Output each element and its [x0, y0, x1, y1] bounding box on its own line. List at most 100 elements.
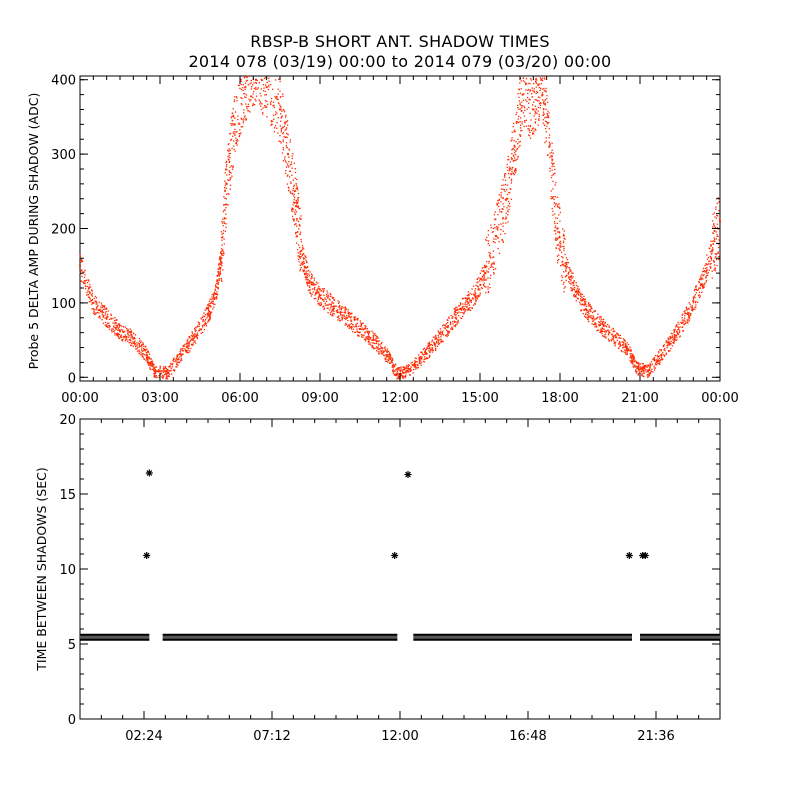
delta-amp-point: [504, 199, 507, 201]
delta-amp-point: [303, 266, 306, 269]
delta-amp-point: [304, 257, 306, 260]
delta-amp-point: [424, 356, 426, 358]
delta-amp-point: [512, 122, 515, 125]
delta-amp-point: [323, 299, 325, 301]
delta-amp-point: [349, 313, 352, 315]
delta-amp-point: [88, 291, 90, 293]
delta-amp-point: [226, 174, 228, 176]
delta-amp-point: [132, 345, 134, 347]
delta-amp-point: [336, 316, 339, 318]
delta-amp-point: [650, 371, 652, 373]
delta-amp-point: [460, 307, 463, 310]
delta-amp-point: [676, 324, 678, 326]
delta-amp-point: [240, 78, 242, 81]
delta-amp-point: [155, 366, 158, 368]
delta-amp-point: [464, 305, 466, 308]
delta-amp-point: [337, 300, 339, 302]
delta-amp-point: [430, 343, 432, 346]
delta-amp-point: [286, 124, 289, 126]
delta-amp-point: [293, 195, 295, 197]
delta-amp-point: [311, 277, 313, 279]
delta-amp-point: [644, 369, 646, 371]
delta-amp-point: [297, 189, 299, 191]
delta-amp-point: [478, 294, 480, 297]
delta-amp-point: [504, 233, 506, 235]
delta-amp-point: [529, 89, 532, 91]
delta-amp-point: [688, 316, 691, 318]
delta-amp-point: [221, 264, 223, 267]
delta-amp-point: [438, 336, 440, 338]
delta-amp-point: [262, 113, 264, 115]
delta-amp-point: [230, 138, 233, 141]
delta-amp-point: [151, 364, 153, 366]
delta-amp-point: [285, 128, 287, 130]
delta-amp-point: [401, 376, 404, 378]
time-between-outlier-point: [641, 552, 649, 559]
delta-amp-point: [485, 279, 487, 281]
delta-amp-point: [277, 93, 279, 95]
delta-amp-x-tick-label: 15:00: [461, 391, 498, 406]
delta-amp-point: [406, 365, 408, 367]
delta-amp-point: [414, 365, 416, 368]
delta-amp-point: [557, 206, 559, 208]
delta-amp-point: [291, 192, 293, 195]
delta-amp-point: [667, 341, 669, 343]
delta-amp-point: [474, 290, 476, 292]
delta-amp-point: [483, 276, 486, 279]
delta-amp-point: [426, 346, 428, 348]
delta-amp-point: [104, 324, 106, 326]
delta-amp-point: [387, 361, 389, 363]
delta-amp-point: [619, 345, 621, 348]
delta-amp-point: [207, 303, 209, 306]
delta-amp-point: [313, 279, 316, 281]
delta-amp-point: [298, 197, 300, 199]
delta-amp-point: [142, 356, 145, 358]
delta-amp-point: [191, 331, 193, 333]
delta-amp-point: [511, 171, 513, 173]
delta-amp-point: [321, 298, 323, 300]
delta-amp-point: [529, 112, 531, 115]
delta-amp-point: [223, 217, 225, 219]
delta-amp-point: [264, 106, 266, 109]
delta-amp-point: [580, 310, 582, 312]
delta-amp-point: [676, 336, 678, 338]
delta-amp-point: [691, 310, 694, 312]
delta-amp-point: [548, 134, 551, 136]
delta-amp-point: [543, 77, 545, 79]
delta-amp-point: [261, 79, 264, 81]
delta-amp-point: [188, 345, 190, 347]
delta-amp-point: [580, 304, 583, 306]
delta-amp-point: [288, 149, 291, 151]
delta-amp-point: [280, 131, 282, 133]
delta-amp-point: [560, 242, 562, 245]
delta-amp-point: [674, 337, 676, 339]
delta-amp-point: [294, 190, 297, 192]
delta-amp-point: [590, 315, 592, 317]
delta-amp-point: [565, 263, 568, 266]
delta-amp-point: [218, 266, 221, 268]
delta-amp-point: [291, 174, 293, 176]
delta-amp-point: [593, 323, 595, 326]
delta-amp-point: [548, 122, 550, 124]
delta-amp-point: [556, 205, 559, 207]
delta-amp-point: [372, 338, 375, 340]
delta-amp-point: [249, 83, 251, 85]
delta-amp-point: [108, 326, 110, 329]
delta-amp-point: [260, 102, 262, 104]
delta-amp-point: [293, 185, 295, 188]
delta-amp-point: [390, 360, 393, 362]
delta-amp-point: [504, 173, 507, 175]
delta-amp-point: [369, 344, 372, 346]
delta-amp-point: [287, 186, 290, 188]
delta-amp-point: [546, 121, 548, 123]
delta-amp-point: [467, 291, 470, 293]
delta-amp-point: [344, 309, 346, 311]
delta-amp-point: [422, 353, 424, 356]
delta-amp-point: [101, 306, 104, 309]
delta-amp-point: [298, 258, 300, 261]
delta-amp-point: [366, 336, 369, 338]
time-between-outlier-point: [145, 469, 153, 477]
delta-amp-point: [396, 368, 399, 370]
delta-amp-point: [282, 139, 284, 141]
delta-amp-point: [633, 364, 635, 366]
